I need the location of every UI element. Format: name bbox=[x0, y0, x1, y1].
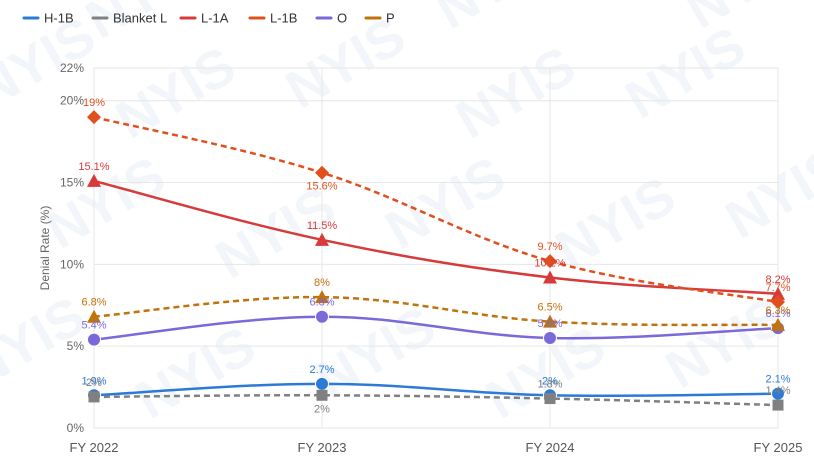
legend-label: O bbox=[337, 11, 347, 26]
data-point bbox=[87, 332, 101, 347]
data-point bbox=[544, 393, 556, 405]
x-tick-label: FY 2022 bbox=[70, 440, 119, 455]
legend-label: L-1A bbox=[201, 11, 229, 26]
watermark-text: NYIS bbox=[716, 135, 814, 250]
legend-label: H-1B bbox=[44, 11, 74, 26]
data-point bbox=[316, 389, 328, 401]
data-label: 8% bbox=[314, 277, 330, 289]
data-point bbox=[543, 270, 557, 284]
watermark-text: NYIS bbox=[426, 0, 565, 40]
series-o bbox=[87, 309, 785, 347]
series-p bbox=[87, 290, 785, 331]
data-label: 19% bbox=[83, 97, 105, 109]
y-tick-label: 20% bbox=[60, 94, 84, 108]
legend-label: L-1B bbox=[270, 11, 297, 26]
data-label: 6.8% bbox=[81, 297, 106, 309]
series-l-1b bbox=[87, 110, 785, 309]
y-axis-ticks: 0% 5% 10% 15% 20% 22% bbox=[60, 61, 84, 435]
data-label: 2.1% bbox=[765, 374, 790, 386]
data-label: 9.7% bbox=[537, 241, 562, 253]
data-label: 2% bbox=[314, 403, 330, 415]
watermark-text: NYIS bbox=[616, 15, 755, 130]
data-label: 1.8% bbox=[537, 379, 562, 391]
data-point bbox=[315, 309, 329, 324]
data-point bbox=[315, 290, 329, 304]
series-line bbox=[93, 295, 779, 327]
data-point bbox=[315, 376, 329, 391]
data-label: 15.6% bbox=[306, 181, 337, 193]
y-tick-label: 5% bbox=[67, 339, 85, 353]
y-axis-label: Denial Rate (%) bbox=[38, 206, 52, 291]
data-label: 2% bbox=[86, 377, 102, 389]
data-point bbox=[87, 173, 101, 187]
y-tick-label: 22% bbox=[60, 61, 84, 75]
data-label: 1.9% bbox=[81, 375, 106, 387]
y-tick-label: 15% bbox=[60, 176, 84, 190]
data-point bbox=[87, 110, 101, 125]
data-label: 2% bbox=[542, 375, 558, 387]
legend-item-h-1b: H-1B bbox=[22, 11, 74, 26]
data-label: 8.2% bbox=[765, 274, 790, 286]
data-label: 6.5% bbox=[537, 302, 562, 314]
data-point bbox=[315, 232, 329, 246]
data-label: 10.2% bbox=[534, 257, 565, 269]
data-label: 5.5% bbox=[537, 318, 562, 330]
data-point bbox=[315, 165, 329, 180]
y-tick-label: 10% bbox=[60, 257, 84, 271]
data-label: 11.5% bbox=[307, 220, 338, 232]
legend-label: Blanket L bbox=[113, 11, 167, 26]
data-point bbox=[772, 399, 784, 411]
data-label: 15.1% bbox=[78, 161, 109, 173]
legend: H-1B Blanket L L-1A L-1B O P bbox=[22, 11, 395, 26]
y-tick-label: 0% bbox=[67, 421, 85, 435]
data-labels-layer: 1.9%2.7%2% 2.1%2%2%1.8%1.4%15.1%11.5%10.2… bbox=[78, 97, 790, 415]
data-label: 7.7% bbox=[765, 282, 790, 294]
legend-item-blanket-l: Blanket L bbox=[91, 11, 167, 26]
data-label: 2.7% bbox=[309, 364, 334, 376]
watermark-text: NYIS bbox=[446, 35, 585, 150]
legend-item-l-1b: L-1B bbox=[248, 11, 297, 26]
data-label: 6.8% bbox=[309, 297, 334, 309]
data-point bbox=[771, 295, 785, 309]
x-tick-label: FY 2025 bbox=[754, 440, 803, 455]
data-label: 6.1% bbox=[765, 308, 790, 320]
series-layer bbox=[87, 110, 785, 411]
legend-item-o: O bbox=[315, 11, 347, 26]
data-label: 6.3% bbox=[765, 305, 790, 317]
x-tick-label: FY 2024 bbox=[526, 440, 575, 455]
series-line bbox=[93, 382, 779, 398]
x-tick-label: FY 2023 bbox=[298, 440, 347, 455]
legend-item-p: P bbox=[364, 11, 395, 26]
grid bbox=[93, 67, 779, 429]
data-label: 5.4% bbox=[81, 320, 106, 332]
watermark-text: NYIS bbox=[106, 35, 245, 150]
legend-label: P bbox=[386, 11, 395, 26]
data-label: 1.4% bbox=[765, 385, 790, 397]
series-line bbox=[93, 393, 779, 407]
data-point bbox=[543, 314, 557, 328]
x-axis-ticks: FY 2022 FY 2023 FY 2024 FY 2025 bbox=[70, 440, 803, 455]
data-point bbox=[88, 391, 100, 403]
legend-item-l-1a: L-1A bbox=[179, 11, 229, 26]
data-point bbox=[771, 286, 785, 300]
data-point bbox=[87, 309, 101, 323]
series-blanket-l bbox=[88, 389, 784, 411]
series-line bbox=[93, 115, 779, 304]
data-point bbox=[771, 317, 785, 331]
series-line bbox=[93, 315, 779, 341]
data-point bbox=[543, 254, 557, 269]
data-point bbox=[543, 331, 557, 345]
